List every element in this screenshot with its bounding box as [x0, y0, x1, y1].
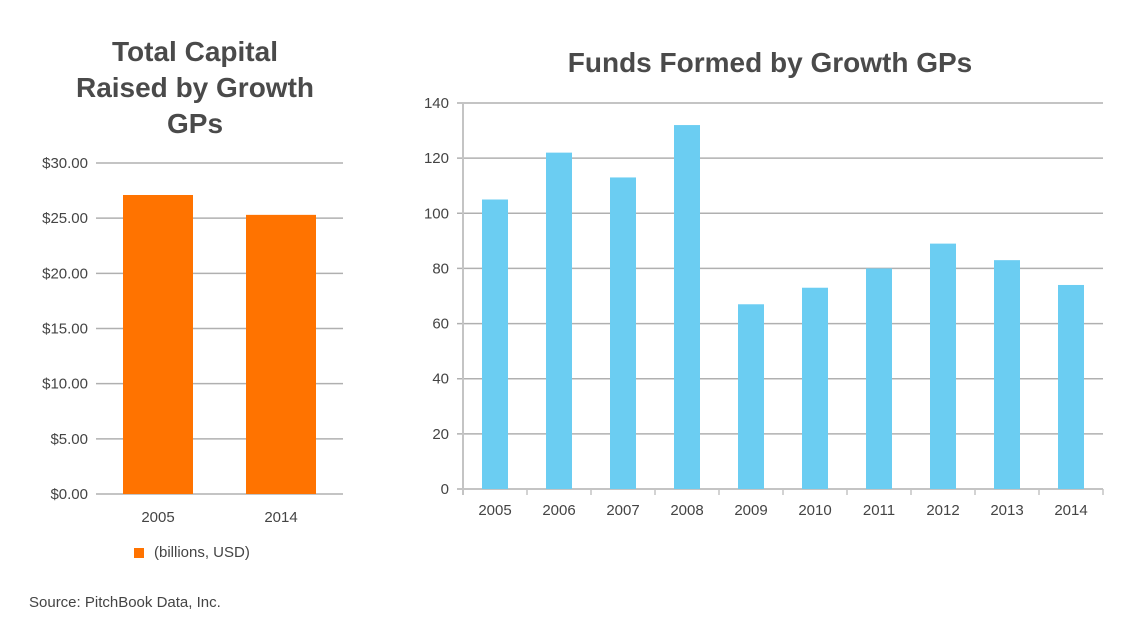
x-tick-label: 2012 [926, 502, 959, 519]
bar-2008 [674, 125, 700, 490]
x-tick-label: 2011 [863, 502, 895, 519]
left-chart-title: Total Capital Raised by Growth GPs [40, 34, 350, 142]
y-tick-label: $30.00 [42, 155, 88, 172]
bar-2012 [930, 243, 956, 489]
bar-2011 [866, 268, 892, 489]
x-tick-label: 2008 [670, 502, 703, 519]
y-tick-label: 40 [432, 371, 449, 388]
y-tick-label: $20.00 [42, 265, 88, 282]
legend-swatch-icon [134, 547, 144, 558]
x-tick-label: 2013 [990, 502, 1023, 519]
y-tick-label: 0 [441, 481, 449, 498]
y-tick-label: $25.00 [42, 210, 88, 227]
y-tick-label: 120 [424, 150, 449, 167]
x-tick-label: 2014 [264, 509, 297, 526]
x-tick-label: 2007 [606, 502, 639, 519]
y-tick-label: $10.00 [42, 376, 88, 393]
x-tick-label: 2005 [141, 509, 174, 526]
left-chart: $0.00 $5.00 $10.00 $15.00 $20.00 $25.00 $30.00… [42, 155, 343, 526]
bar-2014 [1058, 284, 1084, 489]
right-chart: 0 20 40 60 80 100 120 140 2005 2006 2007 2008 2009 20… [424, 95, 1104, 519]
y-tick-label: 60 [432, 316, 449, 333]
y-tick-label: $15.00 [42, 321, 88, 338]
bar-2010 [802, 287, 828, 489]
left-title-line-1: Total Capital [112, 36, 278, 67]
x-tick-label: 2014 [1054, 502, 1087, 519]
left-title-line-3: GPs [166, 108, 224, 139]
y-tick-label: 20 [432, 426, 449, 443]
y-tick-label: 100 [424, 205, 449, 222]
x-tick-label: 2009 [734, 502, 767, 519]
bar-2014 [246, 214, 316, 494]
bar-2006 [546, 152, 572, 489]
left-title-line-2: Raised by Growth [75, 72, 315, 103]
y-tick-label: $0.00 [50, 486, 88, 503]
bar-2005 [482, 199, 508, 489]
source-note: Source: PitchBook Data, Inc. [29, 594, 221, 611]
y-tick-label: 140 [424, 95, 449, 112]
left-chart-legend: (billions, USD) [134, 544, 250, 561]
bar-2013 [994, 260, 1020, 489]
right-chart-title: Funds Formed by Growth GPs [567, 47, 973, 78]
x-tick-label: 2010 [798, 502, 831, 519]
x-tick-label: 2006 [542, 502, 575, 519]
legend-label: (billions, USD) [154, 544, 250, 561]
bar-2009 [738, 304, 764, 489]
bar-2007 [610, 177, 636, 489]
bar-2005 [123, 194, 193, 494]
y-tick-label: $5.00 [50, 431, 88, 448]
x-tick-label: 2005 [478, 502, 511, 519]
y-tick-label: 80 [432, 260, 449, 277]
